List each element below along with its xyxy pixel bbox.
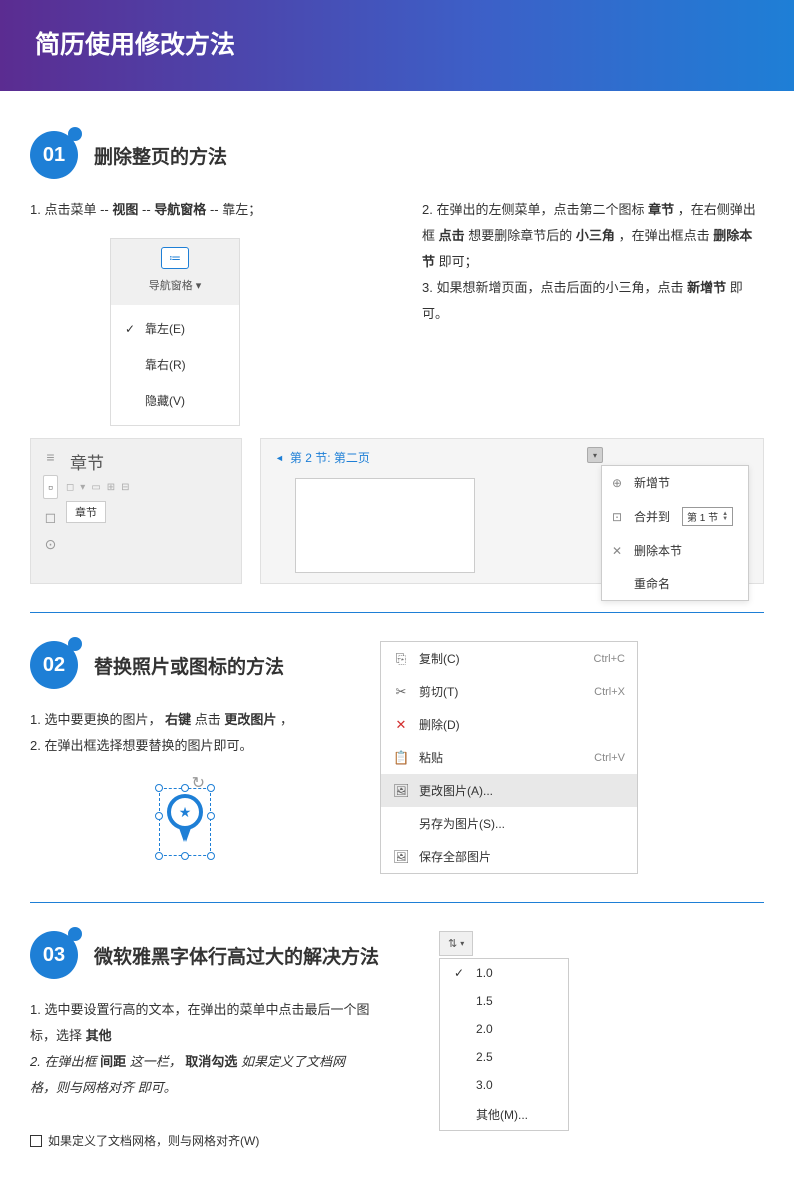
context-button[interactable]: ▾ [587,447,603,463]
nav-pane-mockup: ≔ 导航窗格 ▾ ✓靠左(E) 靠右(R) 隐藏(V) [110,238,240,426]
ctx-rename[interactable]: 重命名 [602,567,748,600]
checkbox-label: 如果定义了文档网格，则与网格对齐(W) [48,1129,259,1153]
right-click-menu: ⎘ 复制(C) Ctrl+C ✂ 剪切(T) Ctrl+X ✕ 删除(D) 📋 … [380,641,638,874]
line-2.0[interactable]: 2.0 [440,1015,568,1043]
page-header: 简历使用修改方法 [0,0,794,91]
section-1-screenshots: ≡ ▫ ◻ ⊙ 章节 ◻▾▭⊞⊟ 章节 ◄ 第 2 节: 第二页 [30,438,764,584]
doc-page [295,478,475,573]
nav-item-right[interactable]: 靠右(R) [111,347,239,383]
line-2.5[interactable]: 2.5 [440,1043,568,1071]
context-menu: ⊕ 新增节 ⊡ 合并到 第 1 节 ▲▼ ✕ 删除本节 [601,465,749,601]
menu-save-as-image[interactable]: 另存为图片(S)... [381,807,637,840]
section-2-text: 1. 选中要更换的图片， 右键 点击 更改图片 ， 2. 在弹出框选择想要替换的… [30,707,340,864]
section-header-1: 01 删除整页的方法 [30,131,764,179]
nav-pane-top: ≔ 导航窗格 ▾ [111,239,239,305]
sidebar-toolbar: ◻▾▭⊞⊟ [66,482,229,493]
outline-icon[interactable]: ≡ [46,449,54,465]
line-3.0[interactable]: 3.0 [440,1071,568,1099]
nav-menu: ✓靠左(E) 靠右(R) 隐藏(V) [111,305,239,425]
section-title-1: 删除整页的方法 [94,142,227,169]
line-spacing-button[interactable]: ⇅▾ [439,931,473,956]
section-1-cols: 1. 点击菜单 -- 视图 -- 导航窗格 -- 靠左； ≔ 导航窗格 ▾ ✓靠… [30,197,764,426]
doc-panel-mockup: ◄ 第 2 节: 第二页 ▾ ⊕ 新增节 ⊡ 合并到 第 1 节 [260,438,764,584]
section-3-text: 1. 选中要设置行高的文本，在弹出的菜单中点击最后一个图标，选择 其他 2. 在… [30,997,370,1153]
section-2: 02 替换照片或图标的方法 1. 选中要更换的图片， 右键 点击 更改图片 ， … [30,641,764,874]
sidebar-title: 章节 [66,449,229,474]
section-title-3: 微软雅黑字体行高过大的解决方法 [94,942,379,969]
chapter-icon[interactable]: ▫ [43,475,58,499]
nav-item-hide[interactable]: 隐藏(V) [111,383,239,419]
section-title-2: 替换照片或图标的方法 [94,652,284,679]
content: 01 删除整页的方法 1. 点击菜单 -- 视图 -- 导航窗格 -- 靠左； … [0,91,794,1193]
ctx-add-section[interactable]: ⊕ 新增节 [602,466,748,499]
nav-pane-icon: ≔ [161,247,189,269]
nav-item-left[interactable]: ✓靠左(E) [111,311,239,347]
section-3: 03 微软雅黑字体行高过大的解决方法 1. 选中要设置行高的文本，在弹出的菜单中… [30,931,764,1153]
badge-02: 02 [30,641,78,689]
ctx-merge-to[interactable]: ⊡ 合并到 第 1 节 ▲▼ [602,499,748,534]
line-spacing-menu: ✓1.0 1.5 2.0 2.5 3.0 其他(M)... [439,958,569,1131]
section-header-3: 03 微软雅黑字体行高过大的解决方法 [30,931,379,979]
line-1.5[interactable]: 1.5 [440,987,568,1015]
menu-paste[interactable]: 📋 粘贴 Ctrl+V [381,741,637,774]
menu-delete[interactable]: ✕ 删除(D) [381,708,637,741]
doc-title: ◄ 第 2 节: 第二页 [275,449,749,466]
line-1.0[interactable]: ✓1.0 [440,959,568,987]
divider-1 [30,612,764,613]
menu-copy[interactable]: ⎘ 复制(C) Ctrl+C [381,642,637,675]
merge-spinner[interactable]: 第 1 节 ▲▼ [682,507,733,526]
sidebar-icons: ≡ ▫ ◻ ⊙ [43,449,58,573]
sidebar-panel-mockup: ≡ ▫ ◻ ⊙ 章节 ◻▾▭⊞⊟ 章节 [30,438,242,584]
section-1: 01 删除整页的方法 1. 点击菜单 -- 视图 -- 导航窗格 -- 靠左； … [30,131,764,584]
divider-2 [30,902,764,903]
section-header-2: 02 替换照片或图标的方法 [30,641,340,689]
section-1-left: 1. 点击菜单 -- 视图 -- 导航窗格 -- 靠左； ≔ 导航窗格 ▾ ✓靠… [30,197,372,426]
checkbox-row[interactable]: 如果定义了文档网格，则与网格对齐(W) [30,1129,370,1153]
selected-image-demo: ↻ ★ [30,774,340,864]
ctx-delete-section[interactable]: ✕ 删除本节 [602,534,748,567]
line-spacing-menu-wrap: ⇅▾ ✓1.0 1.5 2.0 2.5 3.0 其他(M)... [439,931,569,1131]
menu-save-all-images[interactable]: 🖼 保存全部图片 [381,840,637,873]
nav-pane-label: 导航窗格 ▾ [149,275,202,297]
line-other[interactable]: 其他(M)... [440,1099,568,1130]
menu-change-image[interactable]: 🖼 更改图片(A)... [381,774,637,807]
bookmark-icon[interactable]: ◻ [45,509,57,526]
badge-03: 03 [30,931,78,979]
grid-align-checkbox[interactable] [30,1135,42,1147]
menu-cut[interactable]: ✂ 剪切(T) Ctrl+X [381,675,637,708]
badge-01: 01 [30,131,78,179]
section-1-right: 2. 在弹出的左侧菜单，点击第二个图标 章节 ，在右侧弹出框 点击 想要删除章节… [422,197,764,426]
sidebar-tag[interactable]: 章节 [66,501,106,523]
medal-icon[interactable]: ★ [167,794,203,830]
search-icon[interactable]: ⊙ [45,536,57,553]
header-title: 简历使用修改方法 [35,31,235,59]
